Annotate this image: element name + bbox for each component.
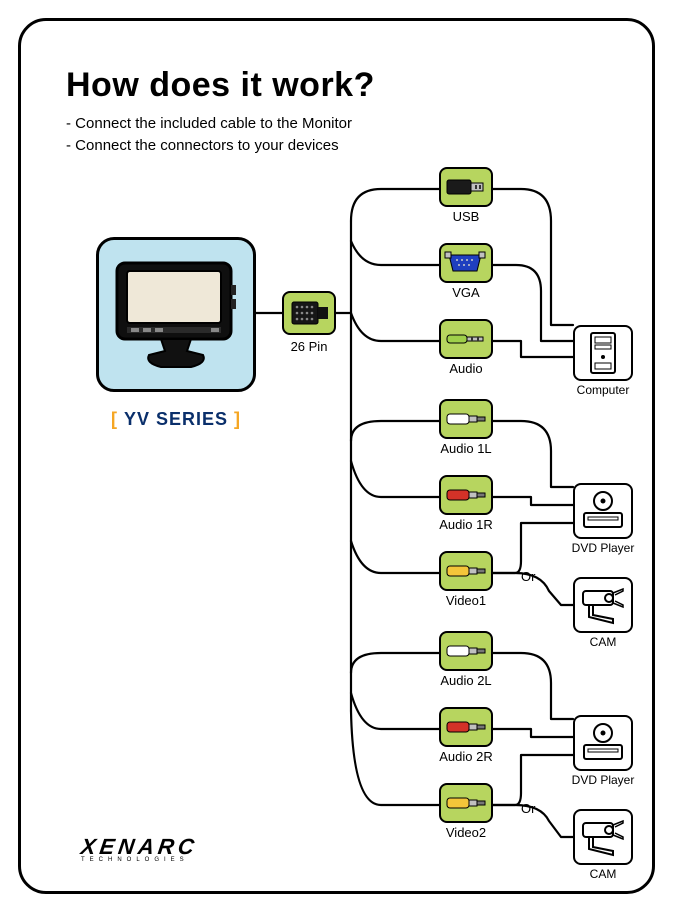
device-dvd2-label: DVD Player	[558, 773, 648, 787]
connector-video1	[439, 551, 493, 591]
device-computer-label: Computer	[558, 383, 648, 397]
connector-video2-label: Video2	[416, 825, 516, 840]
monitor-card	[96, 237, 256, 392]
or-label-1: Or	[521, 569, 535, 584]
bullet-2: Connect the connectors to your devices	[66, 135, 352, 157]
connector-audio2l	[439, 631, 493, 671]
bullet-1: Connect the included cable to the Monito…	[66, 113, 352, 135]
connector-audio1r-label: Audio 1R	[416, 517, 516, 532]
page-title: How does it work?	[66, 66, 375, 105]
connector-26pin-icon	[288, 298, 330, 328]
connector-26pin-label: 26 Pin	[259, 339, 359, 354]
connector-26pin	[282, 291, 336, 335]
diagram-frame: How does it work? Connect the included c…	[18, 18, 655, 894]
device-dvd2	[573, 715, 633, 771]
connector-audio1l-label: Audio 1L	[416, 441, 516, 456]
instructions: Connect the included cable to the Monito…	[66, 113, 352, 157]
monitor-icon	[111, 255, 241, 375]
connector-usb-label: USB	[416, 209, 516, 224]
brand-logo: XENARC TECHNOLOGIES	[81, 834, 198, 863]
device-cam2-label: CAM	[558, 867, 648, 881]
device-dvd1	[573, 483, 633, 539]
device-computer	[573, 325, 633, 381]
brand-name: XENARC	[79, 834, 200, 860]
connector-audio1l	[439, 399, 493, 439]
connector-video1-label: Video1	[416, 593, 516, 608]
connector-vga	[439, 243, 493, 283]
connector-audio-label: Audio	[416, 361, 516, 376]
device-cam1	[573, 577, 633, 633]
device-dvd1-label: DVD Player	[558, 541, 648, 555]
connector-audio2r-label: Audio 2R	[416, 749, 516, 764]
connector-audio2l-label: Audio 2L	[416, 673, 516, 688]
connector-audio1r	[439, 475, 493, 515]
connector-audio2r	[439, 707, 493, 747]
connector-vga-label: VGA	[416, 285, 516, 300]
connector-usb	[439, 167, 493, 207]
device-cam2	[573, 809, 633, 865]
device-cam1-label: CAM	[558, 635, 648, 649]
connector-audio	[439, 319, 493, 359]
or-label-2: Or	[521, 801, 535, 816]
series-label: YV SERIES	[96, 409, 256, 430]
connector-video2	[439, 783, 493, 823]
